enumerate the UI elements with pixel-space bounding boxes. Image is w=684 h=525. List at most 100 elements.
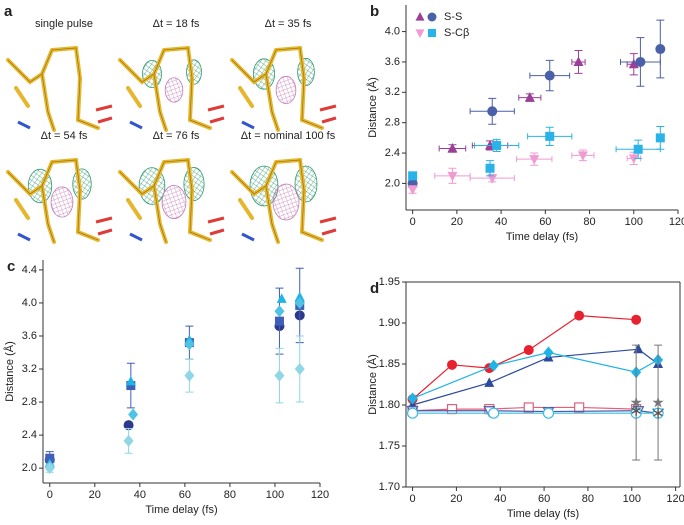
x-tick-label: 60 (539, 216, 551, 228)
y-tick-label: 2.0 (22, 462, 37, 474)
x-tick-label: 40 (134, 489, 146, 501)
stick-model-o (319, 216, 337, 236)
marker (524, 92, 535, 102)
x-tick-label: 0 (47, 489, 53, 501)
y-tick-label: 1.75 (379, 440, 400, 452)
image-caption: Δt = 18 fs (153, 18, 200, 30)
marker (523, 345, 534, 356)
marker (492, 140, 502, 150)
density-pink (161, 185, 187, 219)
marker (545, 131, 555, 141)
x-tick-label: 80 (224, 489, 236, 501)
x-tick-label: 120 (669, 216, 684, 228)
x-tick-label: 40 (495, 216, 507, 228)
y-tick-label: 2.8 (385, 117, 400, 129)
stick-model-edge (119, 159, 211, 243)
density-pink (272, 183, 300, 221)
x-tick-label: 60 (538, 493, 550, 505)
marker (628, 154, 639, 164)
stick-model-n (129, 120, 143, 130)
marker (653, 408, 663, 419)
marker (542, 407, 555, 419)
stick-model-n (17, 120, 31, 130)
marker (406, 407, 419, 419)
marker (633, 144, 643, 154)
y-tick-label: 1.70 (379, 481, 400, 493)
structure-image (230, 45, 337, 132)
x-tick-label: 0 (410, 216, 416, 228)
marker (446, 404, 458, 415)
marker (128, 408, 139, 421)
marker (447, 359, 458, 370)
marker (574, 310, 585, 321)
marker (447, 171, 458, 182)
marker (184, 338, 195, 351)
density-green (183, 167, 205, 201)
y-tick-label: 1.95 (379, 276, 400, 288)
marker (655, 44, 666, 55)
image-caption: single pulse (35, 18, 93, 30)
x-tick-label: 100 (625, 216, 643, 228)
y-tick-label: 2.0 (385, 177, 400, 189)
marker (574, 402, 585, 413)
y-tick-label: 1.85 (379, 358, 400, 370)
marker (415, 12, 425, 21)
legend-label: S-S (444, 11, 462, 23)
marker (294, 291, 305, 302)
marker (427, 28, 437, 38)
panel-a: a single pulse Δt = 18 fs Δt = 35 fs Δt = 5… (4, 3, 337, 244)
x-axis-label: Time delay (fs) (145, 504, 217, 516)
marker (544, 70, 555, 81)
marker (631, 314, 642, 325)
marker (408, 171, 418, 181)
legend: S-S S-Cβ (415, 11, 469, 39)
marker (427, 12, 437, 22)
density-pink (275, 75, 297, 105)
stick-model-edge (231, 47, 323, 131)
x-tick-label: 0 (410, 493, 416, 505)
stick-model-n (129, 232, 143, 242)
x-tick-label: 60 (179, 489, 191, 501)
stick-model-o (95, 216, 113, 236)
marker (631, 405, 641, 416)
marker (487, 106, 498, 117)
marker (484, 377, 495, 387)
x-tick-label: 100 (623, 493, 641, 505)
marker (628, 58, 639, 69)
stick-model-o (319, 104, 337, 124)
marker (635, 56, 646, 67)
marker (276, 293, 287, 303)
stick-model (6, 45, 100, 132)
stick-model-n (17, 232, 31, 242)
y-tick-label: 3.2 (22, 363, 37, 375)
marker (485, 163, 495, 173)
y-tick-label: 1.80 (379, 399, 400, 411)
series-line (412, 406, 637, 412)
x-tick-label: 80 (583, 216, 595, 228)
stick-model-o (207, 216, 225, 236)
y-axis-label: Distance (Å) (3, 341, 16, 402)
marker (415, 29, 425, 38)
x-axis-label: Time delay (fs) (507, 508, 579, 520)
marker (45, 453, 55, 463)
y-tick-label: 2.4 (22, 429, 37, 441)
series-line (412, 348, 659, 406)
density-pink (50, 186, 74, 218)
structure-image (118, 157, 225, 244)
marker (652, 396, 664, 408)
y-axis-label: Distance (Å) (366, 77, 379, 138)
marker (447, 143, 458, 153)
marker (529, 155, 540, 165)
stick-model-edge (7, 47, 99, 131)
marker (577, 151, 588, 161)
marker (488, 407, 500, 419)
stick-model-n (241, 232, 255, 242)
marker (123, 434, 134, 447)
stick-model-n (241, 120, 255, 130)
y-tick-label: 3.2 (385, 86, 400, 98)
stick-model-edge (231, 159, 323, 243)
x-tick-label: 120 (666, 493, 684, 505)
marker (44, 462, 55, 475)
marker (274, 369, 285, 382)
x-tick-label: 20 (450, 493, 462, 505)
